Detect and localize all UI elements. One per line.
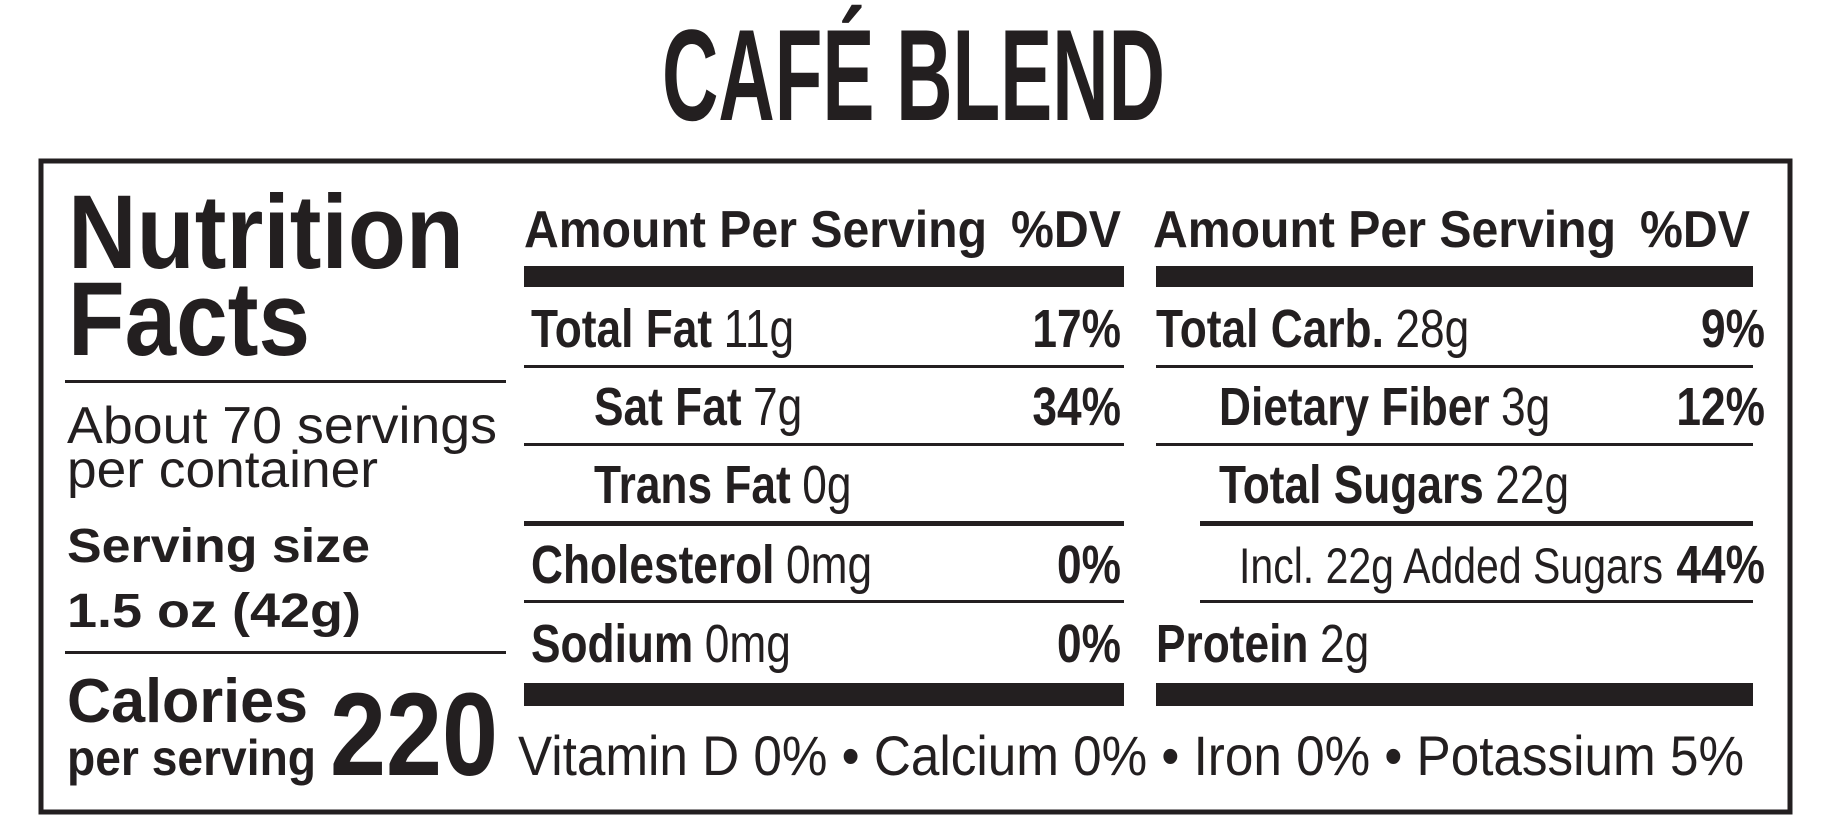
nutrient: Total Fat 11g (531, 299, 794, 359)
nutrient: Sat Fat 7g (594, 377, 802, 437)
dv-cell: 9% (1701, 299, 1765, 359)
nutrient-name: Dietary Fiber (1219, 377, 1490, 437)
nutrient-row: Protein 2g (1156, 614, 1369, 674)
column-header: %DV (1640, 201, 1750, 259)
nutrient-name: Protein (1156, 614, 1308, 674)
daily-value: 34% (1032, 377, 1121, 437)
nutrient-amount: 28g (1395, 299, 1469, 359)
footer-vitamins: Vitamin D 0% • Calcium 0% • Iron 0% • Po… (518, 724, 1744, 787)
nutrient-amount: 0mg (786, 535, 872, 595)
thick-bar (524, 266, 1124, 287)
daily-value: 9% (1701, 299, 1765, 359)
nutrient: Cholesterol 0mg (531, 535, 872, 595)
row-divider (1156, 443, 1753, 446)
nutrient-row: Dietary Fiber 3g (1219, 377, 1550, 437)
nutrient-row: Sodium 0mg (531, 614, 791, 674)
nutrient-row: Total Fat 11g (531, 299, 794, 359)
calories-label: per serving (67, 730, 316, 786)
dv-cell: 12% (1676, 377, 1765, 437)
nutrient-name: Total Sugars (1219, 455, 1484, 515)
daily-value: 44% (1676, 535, 1765, 595)
product-title: CAFÉ BLEND (662, 2, 1165, 148)
nutrient-amount: 0mg (705, 614, 791, 674)
thick-bar (1156, 266, 1753, 287)
nutrient-row: Total Carb. 28g (1156, 299, 1469, 359)
nutrient: Protein 2g (1156, 614, 1369, 674)
nutrient: Total Sugars 22g (1219, 455, 1569, 515)
row-divider (1156, 365, 1753, 368)
nutrient-row: Total Sugars 22g (1219, 455, 1569, 515)
serving-size: 1.5 oz (42g) (67, 585, 361, 638)
dv-cell: 0% (1057, 535, 1121, 595)
nutrient-name: Cholesterol (531, 535, 774, 595)
heading: Nutrition (68, 174, 464, 291)
daily-value: 12% (1676, 377, 1765, 437)
heading: Facts (68, 261, 310, 378)
dv-cell: 17% (1032, 299, 1121, 359)
servings: per container (67, 441, 378, 499)
calories-value: 220 (330, 669, 498, 801)
servings: About 70 servings (67, 397, 497, 455)
dv-cell: 0% (1057, 614, 1121, 674)
row-divider (524, 365, 1124, 368)
row-divider (1200, 600, 1753, 603)
daily-value: 0% (1057, 614, 1121, 674)
thick-bar (524, 683, 1124, 706)
dv-cell: 44% (1676, 535, 1765, 595)
nutrient-name: Total Fat (531, 299, 712, 359)
nutrient-name: Sodium (531, 614, 693, 674)
nutrient-row: Incl. 22g Added Sugars (1239, 538, 1663, 594)
row-divider (1200, 521, 1753, 526)
nutrient-row: Cholesterol 0mg (531, 535, 872, 595)
nutrient-name: Incl. 22g Added Sugars (1239, 538, 1663, 594)
row-divider (524, 443, 1124, 446)
column-header: %DV (1011, 201, 1121, 259)
nutrient: Incl. 22g Added Sugars (1239, 538, 1663, 594)
row-divider (524, 521, 1124, 526)
nutrient-name: Trans Fat (594, 455, 791, 515)
column-header: Amount Per Serving (1153, 201, 1616, 259)
nutrient: Dietary Fiber 3g (1219, 377, 1550, 437)
nutrient-name: Total Carb. (1156, 299, 1384, 359)
calories-label: Calories (67, 667, 308, 736)
dv-cell: 34% (1032, 377, 1121, 437)
nutrient: Total Carb. 28g (1156, 299, 1469, 359)
nutrient-amount: 11g (724, 299, 795, 359)
serving-size-label: Serving size (67, 520, 370, 573)
nutrient-amount: 3g (1501, 377, 1550, 437)
daily-value: 0% (1057, 535, 1121, 595)
nutrient-name: Sat Fat (594, 377, 742, 437)
nutrient: Trans Fat 0g (594, 455, 852, 515)
nutrient-row: Sat Fat 7g (594, 377, 802, 437)
daily-value: 17% (1032, 299, 1121, 359)
thick-bar (1156, 683, 1753, 706)
nutrient-row: Trans Fat 0g (594, 455, 852, 515)
divider (65, 380, 506, 383)
column-header: Amount Per Serving (524, 201, 987, 259)
nutrient-amount: 7g (753, 377, 802, 437)
row-divider (524, 600, 1124, 603)
nutrient-amount: 2g (1320, 614, 1369, 674)
nutrient: Sodium 0mg (531, 614, 791, 674)
divider (65, 651, 506, 654)
nutrient-amount: 22g (1495, 455, 1569, 515)
nutrient-amount: 0g (802, 455, 851, 515)
label-frame (38, 158, 1793, 815)
